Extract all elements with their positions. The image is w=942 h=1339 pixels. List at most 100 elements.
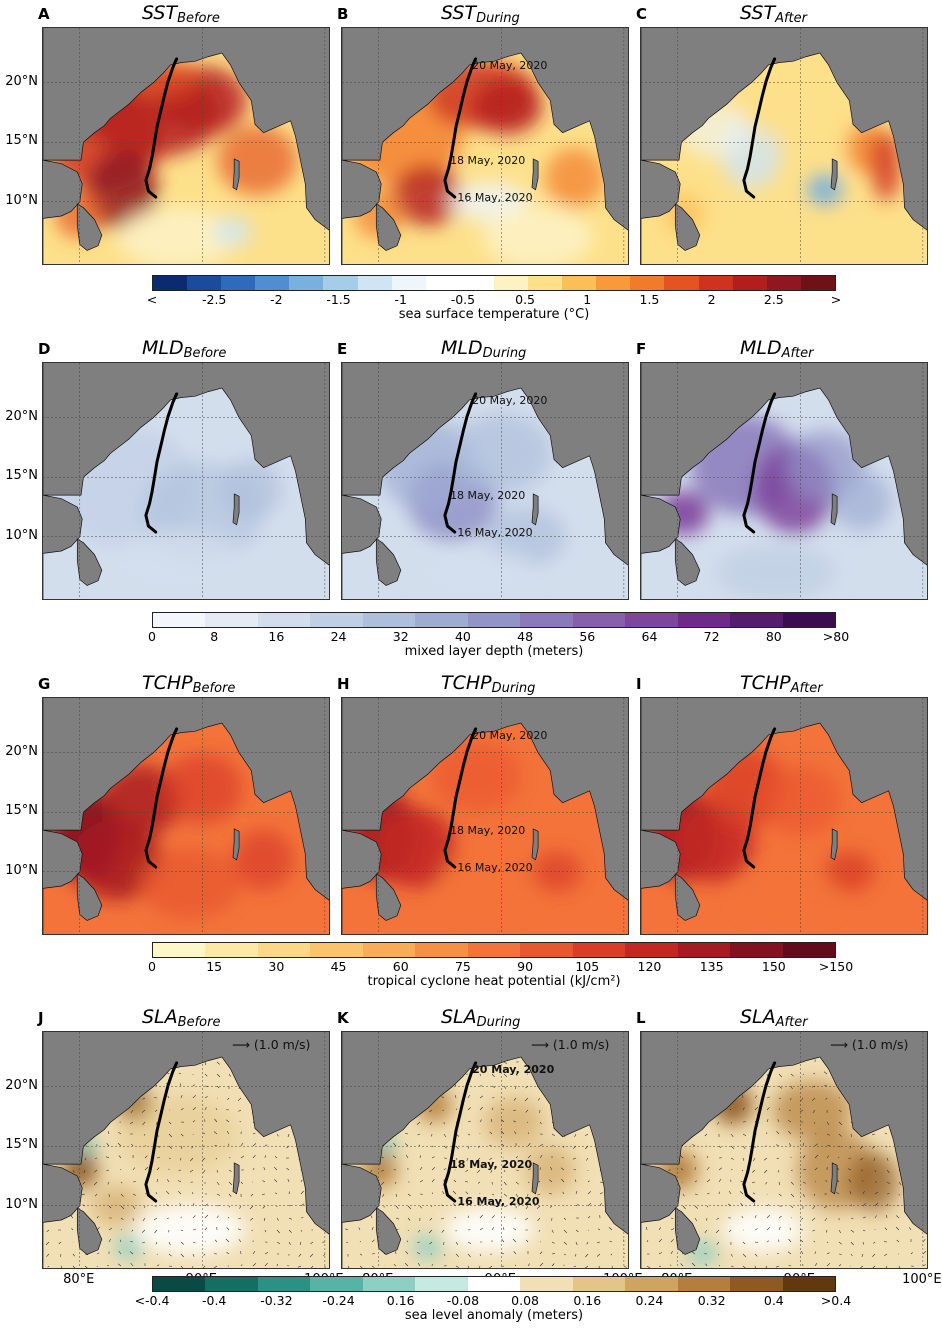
gridlines [43, 363, 329, 599]
current-vector [501, 1239, 505, 1243]
sri-lanka-landmass [674, 538, 701, 586]
current-vector [405, 1154, 409, 1159]
current-vector [429, 1121, 433, 1126]
current-vector [706, 1037, 709, 1039]
current-vector [276, 1229, 280, 1234]
panel-letter: C [636, 5, 648, 23]
colorbar-swatch [698, 276, 733, 290]
current-vector [563, 1121, 567, 1125]
current-vector [225, 1238, 230, 1243]
current-vector [704, 1229, 708, 1234]
current-vector [204, 1061, 207, 1066]
current-vector [57, 1094, 62, 1099]
current-vector [407, 1193, 411, 1197]
current-vector [431, 1059, 435, 1063]
current-vector [886, 1214, 888, 1219]
current-vector [716, 1241, 720, 1245]
current-vector [299, 1241, 302, 1245]
current-vector [84, 1131, 89, 1135]
panel-title: SSTDuring [441, 2, 520, 26]
colorbar-tchp [152, 942, 836, 958]
current-vector [300, 1190, 304, 1195]
current-vector [47, 1265, 50, 1268]
current-vector [228, 1193, 232, 1197]
current-vector [801, 1085, 804, 1089]
current-vector [310, 1133, 314, 1136]
current-vector [862, 1108, 865, 1111]
colorbar-swatch [732, 276, 767, 290]
current-vector [826, 1121, 830, 1125]
colorbar-tick: -0.4 [201, 1293, 227, 1308]
current-vector [60, 1253, 62, 1258]
current-vector [489, 1157, 493, 1161]
colorbar-swatch [677, 613, 731, 627]
sri-lanka-landmass [375, 873, 402, 921]
current-vector [395, 1085, 400, 1089]
current-vector [239, 1121, 242, 1123]
current-vector [371, 1226, 374, 1231]
colorbar-tick: 64 [641, 629, 658, 644]
panel-letter: K [337, 1009, 349, 1027]
map-panel-i [640, 697, 928, 935]
current-vector [118, 1131, 122, 1135]
colorbar-swatch [357, 276, 392, 290]
colorbar-swatch [362, 1277, 416, 1291]
current-vector [300, 1072, 305, 1075]
current-vector [862, 1190, 865, 1195]
current-vector [716, 1109, 720, 1112]
current-vector [886, 1181, 891, 1184]
current-vector [909, 1227, 912, 1231]
current-vector [491, 1049, 493, 1052]
current-vector [503, 1169, 506, 1173]
colorbar-swatch [187, 276, 222, 290]
andaman-islands [830, 828, 838, 861]
current-vector [419, 1047, 423, 1051]
colorbar-label: sea surface temperature (°C) [398, 307, 590, 322]
gridlines [342, 1032, 628, 1268]
current-vector [862, 1203, 866, 1207]
current-vector [886, 1203, 889, 1207]
current-vector [120, 1060, 124, 1063]
longitude-tick: 80°E [63, 1272, 95, 1287]
current-vector [741, 1049, 744, 1054]
panel-title-variable: SST [740, 2, 776, 24]
current-vector [873, 1157, 876, 1162]
current-vector [657, 1085, 660, 1089]
current-vector [513, 1109, 517, 1112]
current-vector [346, 1241, 349, 1244]
current-vector [670, 1131, 672, 1135]
andaman-islands [531, 158, 539, 191]
current-vector [443, 1145, 448, 1149]
current-vector [192, 1094, 197, 1099]
panel-title-variable: SLA [441, 1006, 477, 1028]
current-vector [550, 1166, 553, 1171]
colorbar-swatch [730, 1277, 783, 1291]
current-vector [886, 1073, 890, 1077]
current-vector [597, 1265, 601, 1268]
current-vector [574, 1179, 577, 1183]
current-vector [754, 1241, 759, 1243]
panel-letter: G [38, 675, 51, 693]
current-vector [167, 1179, 170, 1183]
current-vector [167, 1095, 170, 1099]
track-date-label: 16 May, 2020 [457, 861, 533, 875]
current-vector [850, 1204, 853, 1207]
current-vector [227, 1097, 230, 1101]
current-vector [417, 1109, 421, 1114]
current-vector [766, 1240, 770, 1243]
colorbar-tick: 45 [330, 959, 347, 974]
current-vector [910, 1252, 913, 1255]
current-vector [428, 1229, 433, 1234]
latitude-tick: 15°N [5, 133, 38, 149]
current-vector [392, 1034, 397, 1039]
current-vector [407, 1097, 410, 1101]
colorbar-swatch [257, 613, 311, 627]
current-vector [419, 1205, 422, 1209]
current-vector [431, 1156, 435, 1159]
current-vector [850, 1133, 852, 1138]
panel-title-period: After [775, 1015, 808, 1030]
current-vector [599, 1073, 603, 1076]
current-vector [213, 1131, 218, 1135]
current-vector [500, 1130, 505, 1135]
colorbar-swatch [425, 276, 460, 290]
